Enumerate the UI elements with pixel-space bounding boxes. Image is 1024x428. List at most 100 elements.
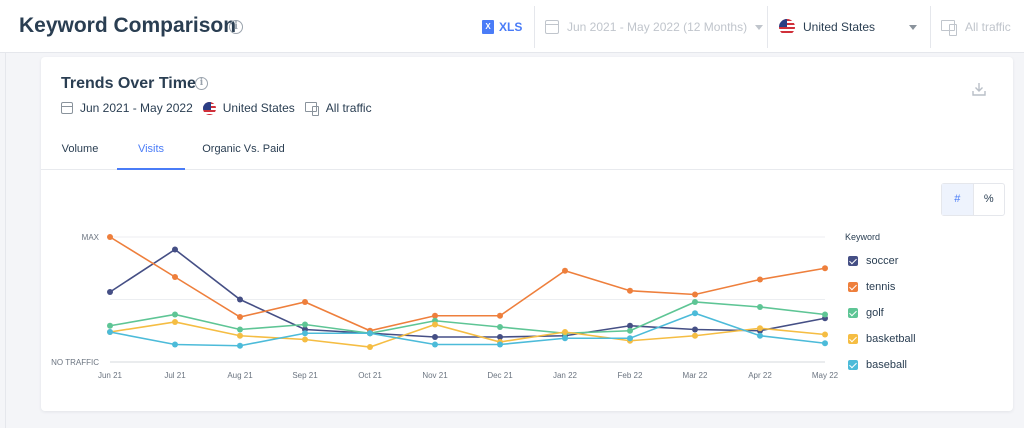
legend-item-tennis[interactable]: tennis bbox=[848, 280, 895, 294]
legend-item-golf[interactable]: golf bbox=[848, 306, 884, 320]
data-point-soccer bbox=[692, 326, 698, 333]
series-line-tennis bbox=[109, 236, 826, 332]
x-tick-label: Nov 21 bbox=[422, 371, 448, 380]
data-point-baseball bbox=[562, 335, 568, 342]
data-point-baseball bbox=[497, 341, 503, 348]
data-point-baseball bbox=[757, 332, 763, 339]
x-tick-label: Oct 21 bbox=[358, 371, 382, 380]
data-point-tennis bbox=[237, 314, 243, 320]
data-point-basketball bbox=[822, 331, 828, 338]
x-tick-label: Jun 21 bbox=[98, 371, 123, 380]
data-point-basketball bbox=[367, 344, 373, 350]
divider bbox=[930, 6, 931, 48]
data-point-soccer bbox=[627, 322, 633, 329]
export-xls-label: XLS bbox=[499, 20, 523, 34]
data-point-soccer bbox=[497, 334, 503, 340]
checkbox-icon bbox=[848, 360, 858, 370]
devices-icon bbox=[304, 102, 319, 116]
tab-visits[interactable]: Visits bbox=[117, 143, 185, 170]
legend-item-baseball[interactable]: baseball bbox=[848, 358, 907, 372]
tab-organic-vs-paid[interactable]: Organic Vs. Paid bbox=[202, 143, 285, 155]
date-range-label: Jun 2021 - May 2022 (12 Months) bbox=[567, 20, 748, 34]
checkbox-icon bbox=[848, 282, 858, 292]
checkbox-icon bbox=[848, 256, 858, 266]
data-point-baseball bbox=[432, 341, 438, 348]
data-point-tennis bbox=[172, 274, 178, 280]
data-point-tennis bbox=[692, 291, 698, 298]
data-point-tennis bbox=[627, 287, 633, 294]
data-point-baseball bbox=[627, 335, 633, 342]
data-point-tennis bbox=[822, 265, 828, 272]
date-range-picker[interactable]: Jun 2021 - May 2022 (12 Months) bbox=[545, 17, 764, 37]
page-header: Keyword Comparison i X XLS Jun 2021 - Ma… bbox=[0, 0, 1024, 53]
data-point-baseball bbox=[107, 329, 113, 335]
country-dropdown[interactable]: United States bbox=[779, 17, 919, 37]
divider bbox=[534, 6, 535, 48]
traffic-source-dropdown[interactable]: All traffic bbox=[941, 17, 1011, 37]
data-point-tennis bbox=[562, 267, 568, 274]
traffic-label: All traffic bbox=[965, 20, 1011, 34]
data-point-soccer bbox=[432, 334, 438, 340]
us-flag-icon bbox=[779, 19, 795, 35]
data-point-baseball bbox=[172, 341, 178, 348]
absolute-toggle-button[interactable]: # bbox=[942, 184, 974, 215]
x-tick-label: Apr 22 bbox=[748, 371, 772, 380]
data-point-golf bbox=[692, 299, 698, 305]
calendar-icon bbox=[61, 102, 73, 114]
y-tick-label: MAX bbox=[82, 233, 100, 242]
data-point-golf bbox=[497, 324, 503, 330]
chevron-down-icon bbox=[755, 24, 764, 30]
data-point-tennis bbox=[757, 276, 763, 283]
trends-card: Trends Over Time i Jun 2021 - May 2022 U… bbox=[41, 57, 1013, 411]
data-point-basketball bbox=[692, 332, 698, 339]
data-point-basketball bbox=[562, 329, 568, 335]
legend-item-basketball[interactable]: basketball bbox=[848, 332, 916, 346]
x-tick-label: May 22 bbox=[812, 371, 839, 380]
series-line-soccer bbox=[109, 248, 826, 338]
data-point-tennis bbox=[302, 299, 308, 305]
data-point-soccer bbox=[237, 296, 243, 303]
checkbox-icon bbox=[848, 334, 858, 344]
devices-icon bbox=[941, 20, 957, 36]
data-point-basketball bbox=[432, 321, 438, 328]
data-point-tennis bbox=[432, 312, 438, 319]
x-tick-label: Dec 21 bbox=[487, 371, 513, 380]
data-point-baseball bbox=[822, 340, 828, 347]
divider bbox=[767, 6, 768, 48]
series-line-basketball bbox=[109, 321, 826, 348]
x-tick-label: Feb 22 bbox=[618, 371, 643, 380]
percent-toggle-button[interactable]: % bbox=[983, 193, 994, 205]
card-traffic: All traffic bbox=[325, 101, 372, 115]
legend-label: basketball bbox=[866, 333, 916, 345]
data-point-basketball bbox=[757, 325, 763, 332]
data-point-golf bbox=[822, 311, 828, 318]
series-line-golf bbox=[109, 301, 826, 335]
data-point-soccer bbox=[107, 289, 113, 295]
excel-icon: X bbox=[482, 20, 494, 34]
data-point-baseball bbox=[367, 330, 373, 337]
calendar-icon bbox=[545, 20, 559, 34]
checkbox-icon bbox=[848, 308, 858, 318]
export-xls-button[interactable]: X XLS bbox=[482, 19, 522, 35]
series-line-baseball bbox=[109, 312, 826, 347]
country-label: United States bbox=[803, 20, 876, 34]
data-point-golf bbox=[107, 322, 113, 329]
data-point-tennis bbox=[107, 234, 113, 240]
us-flag-icon bbox=[202, 101, 216, 115]
data-point-baseball bbox=[237, 342, 243, 349]
tab-volume[interactable]: Volume bbox=[61, 143, 99, 155]
x-tick-label: Jul 21 bbox=[164, 371, 186, 380]
legend-item-soccer[interactable]: soccer bbox=[848, 254, 898, 268]
info-icon[interactable]: i bbox=[195, 77, 208, 90]
x-tick-label: Aug 21 bbox=[227, 371, 253, 380]
data-point-baseball bbox=[692, 310, 698, 317]
card-title: Trends Over Time bbox=[61, 75, 196, 92]
data-point-baseball bbox=[302, 330, 308, 337]
download-icon[interactable] bbox=[971, 81, 987, 97]
info-icon[interactable]: i bbox=[229, 20, 243, 34]
legend-label: soccer bbox=[866, 255, 899, 267]
data-point-golf bbox=[757, 304, 763, 310]
side-rail bbox=[5, 53, 6, 428]
page-title: Keyword Comparison bbox=[19, 14, 237, 37]
x-tick-label: Sep 21 bbox=[292, 371, 318, 380]
